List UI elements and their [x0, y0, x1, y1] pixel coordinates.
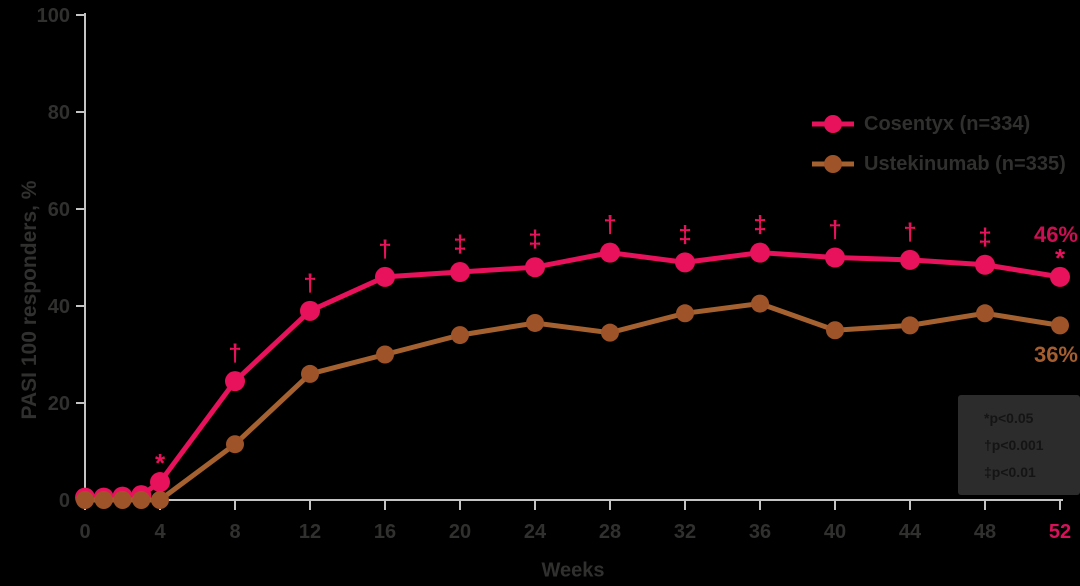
significance-marker: †: [378, 236, 391, 263]
x-tick-label: 20: [449, 521, 471, 543]
data-point: [826, 321, 844, 340]
data-point: [976, 304, 994, 323]
significance-marker: †: [303, 270, 316, 297]
y-tick-label: 100: [37, 5, 70, 27]
y-tick-label: 20: [48, 393, 70, 415]
x-tick-label: 40: [824, 521, 846, 543]
x-tick-label-highlighted: 52: [1049, 521, 1071, 543]
significance-marker: †: [603, 212, 616, 239]
data-point: [94, 491, 113, 509]
footnote-line-3: ‡p<0.01: [984, 464, 1036, 480]
x-tick-label: 44: [899, 521, 922, 543]
data-point: [675, 252, 695, 273]
x-tick-label: 28: [599, 521, 621, 543]
y-tick-label: 40: [48, 296, 70, 318]
data-point: [226, 435, 244, 454]
significance-marker: ‡: [678, 221, 691, 248]
data-point: [150, 472, 170, 493]
x-tick-label: 0: [79, 521, 90, 543]
legend-label-ustekinumab: Ustekinumab (n=335): [864, 152, 1066, 175]
x-axis-title: Weeks: [541, 559, 605, 582]
data-point: [375, 266, 395, 287]
data-point: [526, 313, 544, 332]
data-point: [750, 242, 770, 263]
significance-marker: *: [155, 448, 166, 478]
significance-footnote-box: *p<0.05 †p<0.001 ‡p<0.01: [958, 395, 1080, 495]
data-point: [525, 257, 545, 278]
series-end-label-0: 46%: [1034, 222, 1078, 247]
data-point: [901, 316, 919, 335]
legend-label-cosentyx: Cosentyx (n=334): [864, 112, 1031, 135]
x-tick-label: 36: [749, 521, 771, 543]
data-point: [600, 242, 620, 263]
data-point: [1050, 266, 1070, 287]
data-point: [751, 294, 769, 313]
data-point: [376, 345, 394, 364]
data-point: [451, 326, 469, 345]
x-tick-label: 24: [524, 521, 547, 543]
x-tick-label: 16: [374, 521, 396, 543]
x-tick-label: 4: [154, 521, 166, 543]
significance-marker: ‡: [753, 212, 766, 239]
legend-marker-1: [812, 155, 854, 173]
significance-marker: ‡: [528, 226, 541, 253]
significance-marker: ‡: [978, 224, 991, 251]
y-tick-label: 60: [48, 199, 70, 221]
data-point: [151, 491, 169, 509]
series-end-label-1: 36%: [1034, 342, 1078, 367]
y-tick-label: 80: [48, 102, 70, 124]
significance-marker: †: [903, 219, 916, 246]
x-tick-label: 48: [974, 521, 996, 543]
data-point: [825, 247, 845, 268]
data-point: [113, 491, 132, 509]
footnote-line-2: †p<0.001: [984, 437, 1044, 453]
data-point: [76, 491, 94, 509]
footnote-line-1: *p<0.05: [984, 410, 1034, 426]
legend-item-ustekinumab: Ustekinumab (n=335): [810, 144, 1066, 184]
data-point: [132, 491, 151, 509]
data-point: [900, 249, 920, 270]
x-tick-label: 12: [299, 521, 321, 543]
x-tick-label: 32: [674, 521, 696, 543]
significance-marker: †: [228, 340, 241, 367]
legend-item-cosentyx: Cosentyx (n=334): [810, 104, 1066, 144]
legend: Cosentyx (n=334) Ustekinumab (n=335): [810, 104, 1066, 184]
x-tick-label: 8: [229, 521, 240, 543]
significance-marker: *: [1055, 243, 1066, 273]
data-point: [975, 254, 995, 275]
data-point: [225, 371, 245, 392]
data-point: [300, 300, 320, 321]
data-point: [450, 262, 470, 283]
significance-marker: †: [828, 217, 841, 244]
significance-marker: ‡: [453, 231, 466, 258]
y-tick-label: 0: [59, 490, 70, 512]
legend-marker-0: [812, 115, 854, 133]
data-point: [301, 364, 319, 383]
data-point: [676, 304, 694, 323]
data-point: [1051, 316, 1069, 335]
data-point: [601, 323, 619, 342]
y-axis-title: PASI 100 responders, %: [18, 180, 41, 420]
